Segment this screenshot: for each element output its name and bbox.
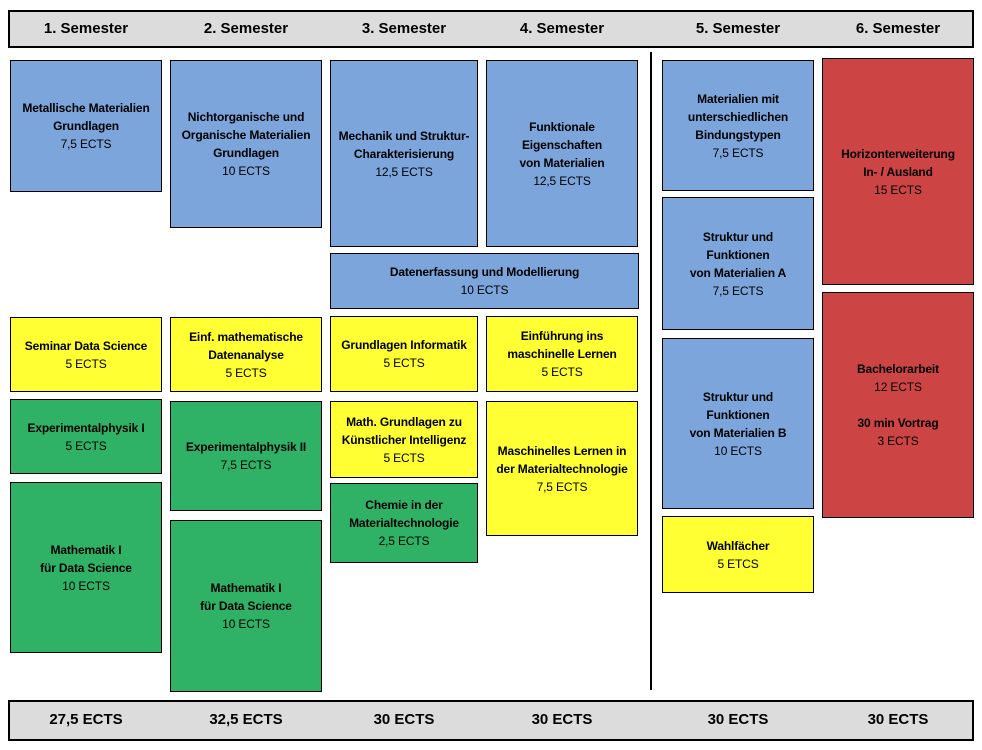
ects-footer-bar [8, 700, 974, 741]
course-ects: 12 ECTS [874, 380, 922, 394]
block-struktur-funktionen-a: Struktur und Funktionen von Materialien … [662, 197, 814, 330]
course-title: Chemie in der Materialtechnologie [349, 498, 459, 530]
course-title: Maschinelles Lernen in der Materialtechn… [496, 443, 628, 476]
course-ects-secondary: 3 ECTS [877, 434, 919, 448]
course-title: Bachelorarbeit [857, 362, 939, 376]
course-title: Experimentalphysik II [185, 440, 307, 454]
block-experimentalphysik-1: Experimentalphysik I 5 ECTS [10, 399, 162, 474]
course-ects: 5 ECTS [383, 356, 425, 370]
course-ects: 7,5 ECTS [220, 458, 272, 472]
course-title-secondary: 30 min Vortrag [857, 416, 939, 430]
block-wahlfaecher: Wahlfächer 5 ETCS [662, 516, 814, 593]
ects-total-5: 30 ECTS [707, 711, 769, 728]
ects-total-3: 30 ECTS [373, 711, 435, 728]
semester-label-2: 2. Semester [203, 20, 289, 37]
block-mechanik-struktur-charakterisierung: Mechanik und Struktur- Charakterisierung… [330, 60, 478, 247]
course-ects: 7,5 ECTS [712, 145, 764, 160]
block-funktionale-eigenschaften: Funktionale Eigenschaften von Materialie… [486, 60, 638, 247]
block-mathematik-1-data-science: Mathematik I für Data Science 10 ECTS [10, 482, 162, 653]
block-materialien-bindungstypen: Materialien mit unterschiedlichen Bindun… [662, 60, 814, 191]
course-title: Experimentalphysik I [27, 420, 145, 435]
course-title: Wahlfächer [706, 538, 770, 553]
course-ects: 5 ECTS [383, 450, 425, 465]
block-seminar-data-science: Seminar Data Science 5 ECTS [10, 317, 162, 392]
semester-label-6: 6. Semester [855, 20, 941, 37]
course-ects: 7,5 ECTS [712, 283, 764, 298]
course-title: Mathematik I für Data Science [40, 542, 132, 575]
block-mathematik-1-data-science-2: Mathematik I für Data Science 10 ECTS [170, 520, 322, 692]
course-ects: 2,5 ECTS [378, 534, 430, 548]
block-grundlagen-informatik: Grundlagen Informatik 5 ECTS [330, 316, 478, 392]
course-title: Struktur und Funktionen von Materialien … [689, 229, 787, 280]
course-ects: 5 ECTS [225, 365, 267, 380]
course-title: Math. Grundlagen zu Künstlicher Intellig… [341, 414, 467, 447]
course-title: Funktionale Eigenschaften von Materialie… [519, 119, 605, 170]
course-title: Mathematik I für Data Science [200, 581, 292, 613]
semester-header-bar [8, 10, 974, 48]
block-metallische-materialien: Metallische Materialien Grundlagen 7,5 E… [10, 60, 162, 192]
block-chemie-materialtechnologie: Chemie in der Materialtechnologie 2,5 EC… [330, 483, 478, 563]
semester-divider-line [650, 52, 652, 690]
course-ects: 10 ECTS [460, 283, 509, 297]
ects-total-1: 27,5 ECTS [49, 711, 123, 728]
course-ects: 10 ECTS [222, 164, 270, 178]
ects-total-2: 32,5 ECTS [209, 711, 283, 728]
block-einf-mathematische-datenanalyse: Einf. mathematische Datenanalyse 5 ECTS [170, 317, 322, 392]
block-einfuehrung-maschinelles-lernen: Einführung ins maschinelle Lernen 5 ECTS [486, 316, 638, 392]
semester-label-1: 1. Semester [43, 20, 129, 37]
block-datenerfassung-modellierung: Datenerfassung und Modellierung 10 ECTS [330, 253, 639, 309]
course-ects: 10 ECTS [222, 617, 270, 631]
course-title: Nichtorganische und Organische Materiali… [181, 110, 311, 160]
course-title: Mechanik und Struktur- Charakterisierung [338, 128, 470, 161]
block-horizonterweiterung: Horizonterweiterung In- / Ausland 15 ECT… [822, 58, 974, 285]
course-title: Einführung ins maschinelle Lernen [507, 329, 617, 361]
semester-label-4: 4. Semester [519, 20, 605, 37]
course-ects: 12,5 ECTS [533, 173, 591, 188]
course-title: Grundlagen Informatik [341, 338, 467, 352]
course-title: Datenerfassung und Modellierung [389, 265, 580, 279]
block-struktur-funktionen-b: Struktur und Funktionen von Materialien … [662, 338, 814, 509]
course-ects: 10 ECTS [714, 443, 762, 458]
course-title: Materialien mit unterschiedlichen Bindun… [687, 91, 789, 142]
ects-total-4: 30 ECTS [531, 711, 593, 728]
block-math-grundlagen-ki: Math. Grundlagen zu Künstlicher Intellig… [330, 401, 478, 478]
course-ects: 10 ECTS [62, 578, 110, 593]
course-ects: 5 ECTS [541, 365, 583, 379]
block-maschinelles-lernen-materialtechnologie: Maschinelles Lernen in der Materialtechn… [486, 401, 638, 536]
course-ects: 5 ECTS [65, 356, 107, 371]
course-ects: 12,5 ECTS [375, 164, 433, 179]
block-experimentalphysik-2: Experimentalphysik II 7,5 ECTS [170, 401, 322, 511]
course-ects: 7,5 ECTS [536, 479, 588, 494]
course-ects: 15 ECTS [874, 182, 922, 197]
ects-total-6: 30 ECTS [867, 711, 929, 728]
course-ects: 5 ECTS [65, 438, 107, 453]
course-ects: 5 ETCS [717, 556, 759, 571]
course-title: Seminar Data Science [24, 338, 148, 353]
block-bachelorarbeit: Bachelorarbeit 12 ECTS 30 min Vortrag 3 … [822, 292, 974, 518]
semester-label-3: 3. Semester [361, 20, 447, 37]
course-title: Metallische Materialien Grundlagen [22, 101, 150, 133]
block-nichtorganische-organische-materialien: Nichtorganische und Organische Materiali… [170, 60, 322, 228]
course-ects: 7,5 ECTS [60, 137, 112, 151]
course-title: Horizonterweiterung In- / Ausland [841, 146, 955, 179]
course-title: Struktur und Funktionen von Materialien … [689, 389, 787, 440]
semester-label-5: 5. Semester [695, 20, 781, 37]
course-title: Einf. mathematische Datenanalyse [189, 329, 303, 362]
